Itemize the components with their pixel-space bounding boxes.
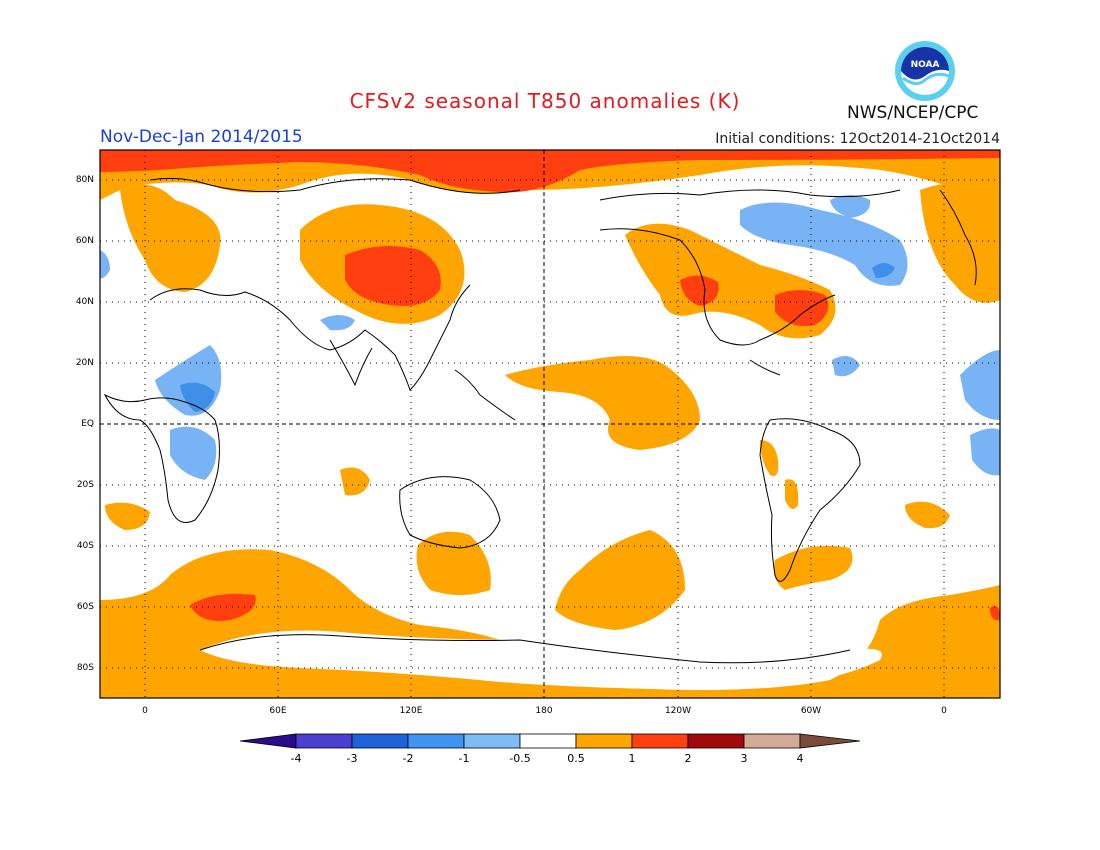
hot-region <box>100 150 1000 193</box>
lon-label: 0 <box>941 706 947 716</box>
warm-region <box>920 182 1000 303</box>
warm-region <box>100 150 1000 240</box>
map-title: CFSv2 seasonal T850 anomalies (K) <box>349 89 741 113</box>
lat-label: 40N <box>75 297 94 307</box>
neutral-region <box>200 630 882 690</box>
warm-region <box>416 531 491 595</box>
lat-label: EQ <box>81 419 94 429</box>
hot-region <box>680 275 719 306</box>
cool-region <box>970 428 1000 476</box>
cool-region <box>170 426 217 480</box>
reference-lines <box>100 150 1000 698</box>
lat-label: 20N <box>75 358 94 368</box>
colorbar-tick: -0.5 <box>509 752 531 765</box>
lat-label: 40S <box>76 541 94 551</box>
cool-region <box>830 195 871 218</box>
lat-label: 20S <box>76 480 94 490</box>
cool-region <box>320 315 355 331</box>
colorbar-tick: 1 <box>628 752 636 765</box>
noaa-logo: NOAA <box>895 41 955 101</box>
lon-label: 60E <box>269 706 287 716</box>
warm-region <box>555 530 685 630</box>
colorbar-tick: -2 <box>402 752 414 765</box>
colorbar-tick: -3 <box>346 752 358 765</box>
gridlines <box>100 150 1000 698</box>
map-frame <box>99 149 1001 699</box>
cool-region <box>832 356 860 377</box>
warm-region <box>905 501 950 529</box>
warm-region <box>760 440 779 476</box>
colorbar-min-arrow <box>239 733 297 749</box>
lat-label: 60N <box>75 236 94 246</box>
hot-region <box>190 593 256 621</box>
lon-label: 120W <box>664 706 692 716</box>
colorbar-tick: -4 <box>290 752 302 765</box>
lon-label: 180 <box>535 706 553 716</box>
warm-region <box>773 545 853 590</box>
colorbar-tick: 4 <box>796 752 804 765</box>
initial-conditions: Initial conditions: 12Oct2014-21Oct2014 <box>715 131 1000 147</box>
agency-label: NWS/NCEP/CPC <box>847 103 979 123</box>
cold-core <box>872 263 895 278</box>
cool-region <box>960 350 1000 420</box>
warm-region <box>105 502 150 530</box>
lat-label: 80S <box>76 663 94 673</box>
hot-region <box>775 290 829 327</box>
colorbar-tick: -1 <box>458 752 470 765</box>
cold-core <box>180 382 215 412</box>
warm-region <box>505 356 700 450</box>
lon-label: 0 <box>142 706 148 716</box>
cool-region <box>100 250 110 279</box>
warm-region <box>785 479 799 509</box>
coastlines <box>103 177 977 664</box>
colorbar-max-arrow <box>799 733 861 749</box>
lon-label: 60W <box>800 706 822 716</box>
colorbar-tick: 2 <box>684 752 692 765</box>
hot-region <box>345 246 441 306</box>
colorbar-tick: 0.5 <box>567 752 585 765</box>
lat-label: 80N <box>75 175 94 185</box>
warm-region <box>120 184 221 292</box>
lon-label: 120E <box>399 706 423 716</box>
colorbar-tick: 3 <box>740 752 748 765</box>
cool-region <box>740 202 908 286</box>
forecast-period: Nov-Dec-Jan 2014/2015 <box>100 127 303 147</box>
hot-region <box>990 605 1000 621</box>
lat-label: 60S <box>76 602 94 612</box>
colorbar <box>239 733 861 749</box>
warm-region <box>340 467 370 496</box>
svg-text:NOAA: NOAA <box>911 60 940 70</box>
